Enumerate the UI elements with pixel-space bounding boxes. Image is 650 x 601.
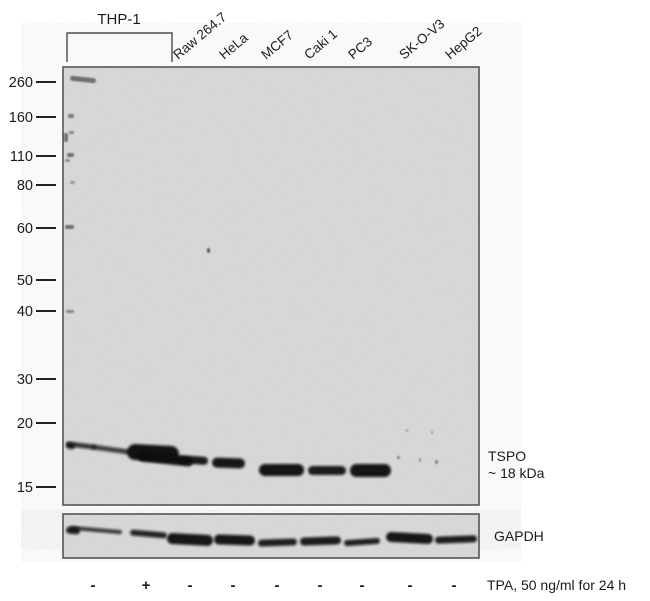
gapdh-band-group <box>66 525 477 547</box>
background-speck <box>431 431 433 434</box>
background-speck <box>419 458 421 462</box>
background-speck <box>67 153 74 157</box>
background-speck <box>64 133 68 142</box>
background-speck <box>65 225 74 229</box>
background-speck <box>68 114 74 118</box>
gapdh-band <box>130 529 167 539</box>
membrane-panels <box>62 66 480 559</box>
gapdh-band <box>258 538 297 547</box>
background-speck <box>66 310 74 313</box>
gapdh-band <box>435 535 477 544</box>
tspo-band <box>66 442 75 450</box>
mw-label-40: 40 <box>17 304 33 320</box>
lane-label-hela: HeLa <box>216 30 251 63</box>
background-speck <box>70 181 75 184</box>
mw-label-30: 30 <box>17 372 33 388</box>
treatment-label: TPA, 50 ng/ml for 24 h <box>487 577 626 593</box>
tspo-band <box>259 464 304 476</box>
gapdh-band <box>214 534 255 546</box>
lane-label-hepg2: HepG2 <box>442 23 484 62</box>
lane-label-pc3: PC3 <box>345 34 375 62</box>
background-speck <box>435 460 438 464</box>
treatment-symbol-lane-3: - <box>188 577 193 594</box>
target-name-label: TSPO <box>488 448 526 464</box>
mw-label-50: 50 <box>17 273 33 289</box>
loading-control-label: GAPDH <box>494 528 544 544</box>
thp1-bracket <box>66 32 173 62</box>
background-speck <box>65 159 70 162</box>
target-size-label: ~ 18 kDa <box>488 465 545 481</box>
background-speck-group <box>64 75 438 464</box>
mw-label-20: 20 <box>17 416 33 432</box>
tspo-band <box>308 466 346 475</box>
gapdh-band <box>70 525 122 535</box>
treatment-symbol-lane-9: - <box>452 577 457 594</box>
treatment-symbol-lane-1: - <box>91 577 96 594</box>
background-speck <box>69 131 74 134</box>
treatment-symbol-lane-8: - <box>408 577 413 594</box>
background-speck <box>70 75 96 84</box>
treatment-symbol-lane-7: - <box>360 577 365 594</box>
gapdh-band <box>167 533 213 546</box>
tspo-band <box>138 452 193 467</box>
lane-label-mcf7: MCF7 <box>258 27 296 62</box>
main-blot-panel-texture <box>63 67 479 505</box>
treatment-symbol-lane-5: - <box>275 577 280 594</box>
gapdh-band <box>386 532 433 544</box>
mw-label-80: 80 <box>17 178 33 194</box>
mw-label-160: 160 <box>9 110 33 126</box>
tspo-band-group <box>66 441 391 477</box>
mw-scale: 260 160 110 80 60 50 40 30 20 15 <box>9 75 56 496</box>
tspo-band <box>177 455 208 465</box>
lane-label-caki-1: Caki 1 <box>301 26 340 62</box>
tspo-band <box>212 457 245 469</box>
lane-label-sk-o-v3: SK-O-V3 <box>396 16 447 62</box>
bracket-label-thp1: THP-1 <box>97 11 140 28</box>
tspo-band <box>66 441 96 450</box>
treatment-symbol-row: - + - - - - - - - <box>91 577 457 594</box>
mw-label-15: 15 <box>17 480 33 496</box>
background-speck <box>406 429 408 432</box>
gapdh-band <box>344 537 380 547</box>
background-speck <box>397 456 400 459</box>
mw-label-110: 110 <box>10 149 33 165</box>
treatment-symbol-lane-4: - <box>231 577 236 594</box>
gapdh-band <box>300 536 341 546</box>
mw-label-260: 260 <box>9 75 33 91</box>
mw-label-60: 60 <box>17 221 33 237</box>
treatment-symbol-lane-6: - <box>318 577 323 594</box>
background-speck <box>207 248 210 253</box>
treatment-symbol-lane-2: + <box>142 577 151 594</box>
tspo-band <box>350 464 391 477</box>
tspo-band <box>92 444 130 455</box>
